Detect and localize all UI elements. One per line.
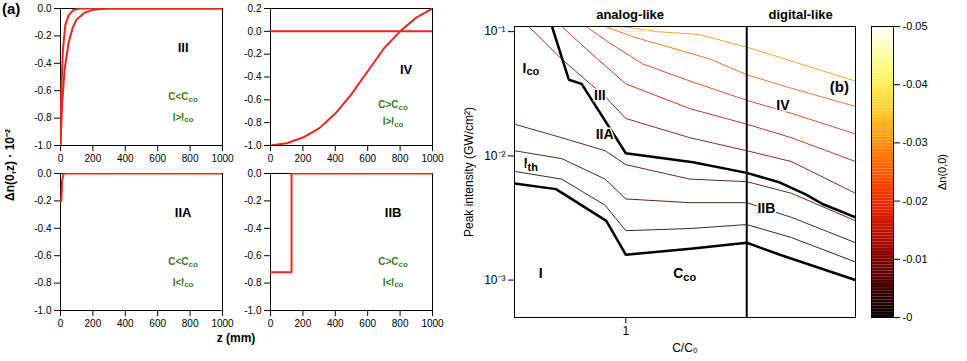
svg-text:-0.2: -0.2 — [34, 195, 52, 206]
svg-text:-1.0: -1.0 — [244, 305, 262, 316]
svg-text:800: 800 — [182, 318, 199, 329]
svg-text:600: 600 — [359, 153, 376, 164]
svg-text:IIB: IIB — [385, 206, 402, 221]
svg-text:600: 600 — [359, 318, 376, 329]
svg-text:C>Cco: C>Cco — [378, 99, 408, 112]
svg-text:-1.0: -1.0 — [244, 140, 262, 151]
svg-text:0: 0 — [58, 153, 64, 164]
svg-text:0.0: 0.0 — [248, 26, 262, 37]
svg-text:Δn(0,z) · 10⁻²: Δn(0,z) · 10⁻² — [3, 129, 17, 201]
svg-text:600: 600 — [149, 153, 166, 164]
html-text:(a): (a) — [2, 0, 21, 17]
svg-text:I>Ico: I>Ico — [383, 116, 404, 129]
svg-text:I>Ico: I>Ico — [173, 111, 194, 124]
svg-text:-0.8: -0.8 — [244, 277, 262, 288]
svg-text:-0.2: -0.2 — [244, 195, 262, 206]
svg-text:1000: 1000 — [211, 153, 234, 164]
svg-text:-0.6: -0.6 — [244, 250, 262, 261]
svg-text:400: 400 — [327, 318, 344, 329]
svg-text:200: 200 — [85, 153, 102, 164]
svg-text:1000: 1000 — [421, 153, 444, 164]
svg-text:Ico: Ico — [522, 59, 539, 77]
svg-text:-0.03: -0.03 — [903, 136, 928, 148]
svg-text:0.0: 0.0 — [38, 168, 52, 179]
svg-text:400: 400 — [117, 318, 134, 329]
svg-text:-0.8: -0.8 — [34, 277, 52, 288]
svg-text:I: I — [539, 265, 543, 281]
svg-text:Cco: Cco — [673, 265, 696, 283]
svg-text:1000: 1000 — [421, 318, 444, 329]
svg-text:analog-like: analog-like — [596, 7, 664, 22]
svg-text:III: III — [594, 87, 606, 103]
svg-text:Peak intensity (GW/cm²): Peak intensity (GW/cm²) — [462, 107, 476, 237]
svg-text:-0.01: -0.01 — [903, 253, 928, 265]
svg-text:10⁻¹: 10⁻¹ — [484, 24, 505, 38]
svg-text:C>Cco: C>Cco — [378, 256, 408, 269]
svg-text:-1.0: -1.0 — [34, 140, 52, 151]
svg-text:800: 800 — [392, 318, 409, 329]
svg-text:-0.04: -0.04 — [903, 78, 928, 90]
svg-text:400: 400 — [327, 153, 344, 164]
svg-text:IIB: IIB — [757, 200, 775, 216]
svg-text:800: 800 — [392, 153, 409, 164]
svg-text:I<Ico: I<Ico — [173, 276, 194, 289]
svg-text:-1.0: -1.0 — [34, 305, 52, 316]
svg-text:0.0: 0.0 — [248, 168, 262, 179]
svg-text:400: 400 — [117, 153, 134, 164]
svg-text:0.2: 0.2 — [248, 3, 262, 14]
html-text:z (mm): z (mm) — [216, 331, 256, 345]
svg-text:C<Cco: C<Cco — [168, 256, 198, 269]
svg-text:-0.05: -0.05 — [903, 20, 928, 32]
svg-text:800: 800 — [182, 153, 199, 164]
svg-text:IV: IV — [400, 62, 413, 77]
svg-text:IV: IV — [776, 97, 790, 113]
svg-text:-0.2: -0.2 — [34, 30, 52, 41]
svg-text:IIA: IIA — [596, 126, 614, 142]
svg-text:0: 0 — [58, 318, 64, 329]
svg-text:0.0: 0.0 — [38, 3, 52, 14]
svg-text:10⁻³: 10⁻³ — [484, 273, 505, 287]
svg-text:-0.4: -0.4 — [34, 223, 52, 234]
svg-text:-0.4: -0.4 — [34, 58, 52, 69]
svg-text:-0.2: -0.2 — [244, 48, 262, 59]
svg-text:200: 200 — [295, 153, 312, 164]
svg-text:C/C₀: C/C₀ — [672, 341, 698, 355]
svg-text:10⁻²: 10⁻² — [484, 149, 505, 163]
svg-text:I<Ico: I<Ico — [383, 276, 404, 289]
svg-text:-0: -0 — [903, 311, 913, 323]
svg-text:600: 600 — [149, 318, 166, 329]
svg-text:1: 1 — [622, 324, 629, 338]
svg-text:digital-like: digital-like — [768, 7, 832, 22]
svg-text:(b): (b) — [830, 78, 849, 95]
svg-text:200: 200 — [85, 318, 102, 329]
svg-text:-0.6: -0.6 — [34, 250, 52, 261]
svg-text:-0.4: -0.4 — [244, 71, 262, 82]
svg-text:-0.6: -0.6 — [34, 85, 52, 96]
svg-text:Δn(0,0): Δn(0,0) — [936, 154, 948, 190]
svg-text:0: 0 — [268, 153, 274, 164]
svg-text:III: III — [178, 41, 189, 56]
svg-text:1000: 1000 — [211, 318, 234, 329]
svg-text:-0.6: -0.6 — [244, 94, 262, 105]
svg-text:IIA: IIA — [175, 206, 192, 221]
svg-text:-0.02: -0.02 — [903, 195, 928, 207]
svg-text:-0.8: -0.8 — [244, 117, 262, 128]
svg-text:-0.8: -0.8 — [34, 112, 52, 123]
svg-text:C<Cco: C<Cco — [168, 91, 198, 104]
svg-text:0: 0 — [268, 318, 274, 329]
svg-text:Ith: Ith — [524, 155, 539, 173]
svg-text:-0.4: -0.4 — [244, 223, 262, 234]
svg-text:200: 200 — [295, 318, 312, 329]
